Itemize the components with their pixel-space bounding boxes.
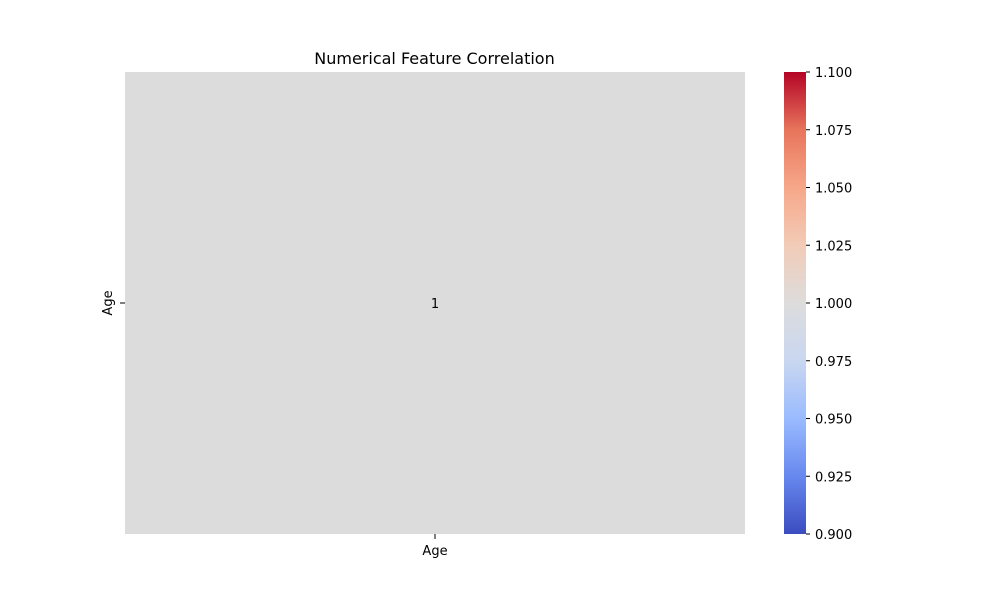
y-axis: Age (101, 290, 125, 316)
colorbar-tick-label: 1.100 (815, 66, 852, 81)
chart-title: Numerical Feature Correlation (314, 49, 554, 68)
x-axis: Age (422, 534, 448, 559)
y-tick-label: Age (101, 290, 116, 315)
colorbar-tick-label: 1.075 (815, 124, 852, 139)
colorbar-tick-label: 0.950 (815, 413, 852, 428)
colorbar-axis: 0.900 0.925 0.950 0.975 1.000 1.025 1.050 1.075… (806, 66, 852, 543)
colorbar-tick-label: 0.975 (815, 355, 852, 370)
colorbar-tick-label: 1.025 (815, 239, 852, 254)
cell-value-label: 1 (431, 297, 439, 312)
colorbar-tick-label: 0.900 (815, 528, 852, 543)
colorbar (784, 72, 806, 534)
colorbar-tick-label: 1.000 (815, 297, 852, 312)
heatmap-cells: 1 (125, 72, 745, 534)
x-tick-label: Age (422, 544, 447, 559)
colorbar-tick-label: 0.925 (815, 470, 852, 485)
colorbar-tick-label: 1.050 (815, 182, 852, 197)
heatmap-cell (125, 72, 745, 534)
